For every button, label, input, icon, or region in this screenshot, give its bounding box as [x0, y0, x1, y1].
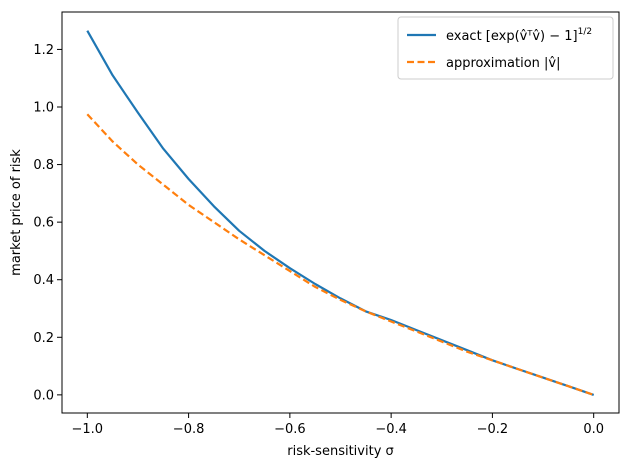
y-tick-label: 0.0 — [33, 388, 54, 403]
legend-label-superscript: 1/2 — [578, 27, 592, 37]
x-axis-label: risk-sensitivity σ — [287, 444, 394, 459]
y-tick-label: 0.4 — [33, 273, 54, 288]
plot-lines — [86, 30, 595, 396]
y-tick-label: 1.0 — [33, 100, 54, 115]
x-tick-label: −0.6 — [274, 422, 306, 437]
axes-frame — [61, 11, 620, 414]
legend: exact [exp(v̂ᵀv̂) − 1]1/2 approximation |… — [397, 16, 614, 80]
x-tick-label: −0.4 — [375, 422, 407, 437]
legend-label-1: approximation |v̂| — [446, 56, 561, 71]
x-tick-label: −0.2 — [477, 422, 509, 437]
legend-box — [397, 16, 614, 80]
x-tick-label: 0.0 — [583, 422, 604, 437]
y-axis-label: market price of risk — [9, 149, 24, 276]
y-axis-ticks: 0.0 0.2 0.4 0.6 0.8 1.0 1.2 — [33, 43, 62, 403]
series-line-1 — [86, 113, 595, 396]
y-tick-label: 0.2 — [33, 331, 54, 346]
x-axis-ticks: −1.0 −0.8 −0.6 −0.4 −0.2 0.0 — [72, 413, 604, 437]
legend-label-0: exact [exp(v̂ᵀv̂) − 1]1/2 — [446, 27, 592, 44]
y-tick-label: 0.6 — [33, 216, 54, 231]
series-line-0 — [86, 30, 595, 396]
x-tick-label: −0.8 — [173, 422, 205, 437]
legend-label-text: approximation |v̂| — [446, 56, 561, 71]
y-tick-label: 1.2 — [33, 43, 54, 58]
x-tick-label: −1.0 — [72, 422, 104, 437]
legend-label-text: exact [exp(v̂ᵀv̂) − 1] — [446, 29, 578, 44]
y-tick-label: 0.8 — [33, 158, 54, 173]
